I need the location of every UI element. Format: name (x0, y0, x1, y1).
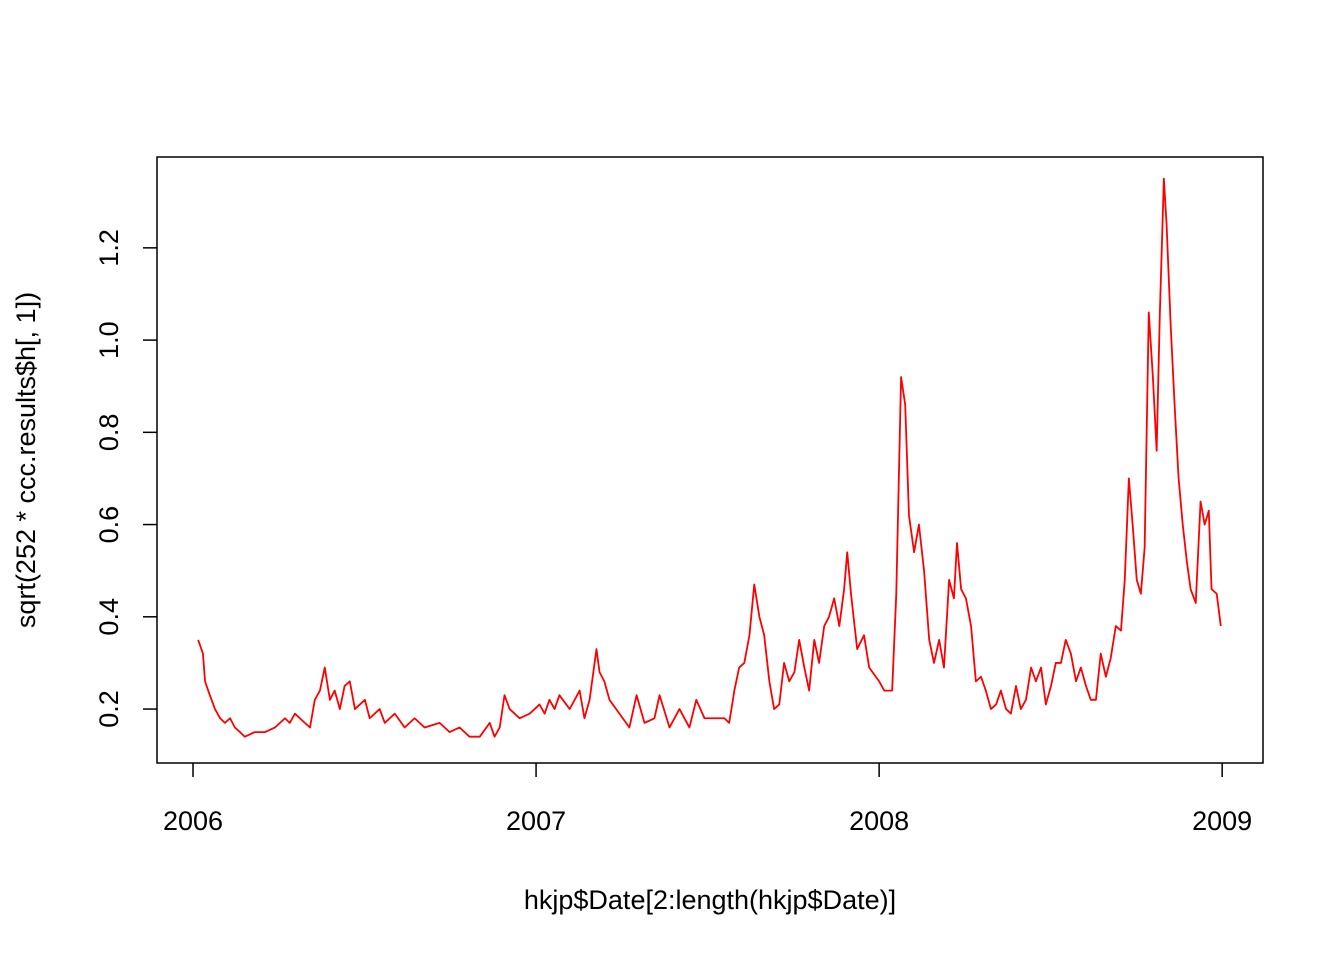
y-tick-label: 0.8 (94, 414, 124, 452)
data-line (197, 177, 1222, 738)
y-axis-label: sqrt(252 * ccc.results$h[, 1]) (11, 292, 41, 628)
y-tick-label: 0.2 (94, 690, 124, 728)
plot-frame (156, 156, 1264, 764)
x-axis-label: hkjp$Date[2:length(hkjp$Date)] (524, 885, 896, 915)
y-tick-label: 1.0 (94, 321, 124, 359)
y-tick-label: 1.2 (94, 229, 124, 267)
y-tick-label: 0.6 (94, 506, 124, 544)
y-tick-label: 0.4 (94, 598, 124, 636)
x-tick-label: 2006 (163, 806, 223, 836)
x-tick-label: 2009 (1192, 806, 1252, 836)
x-tick-label: 2007 (506, 806, 566, 836)
x-tick-label: 2008 (849, 806, 909, 836)
